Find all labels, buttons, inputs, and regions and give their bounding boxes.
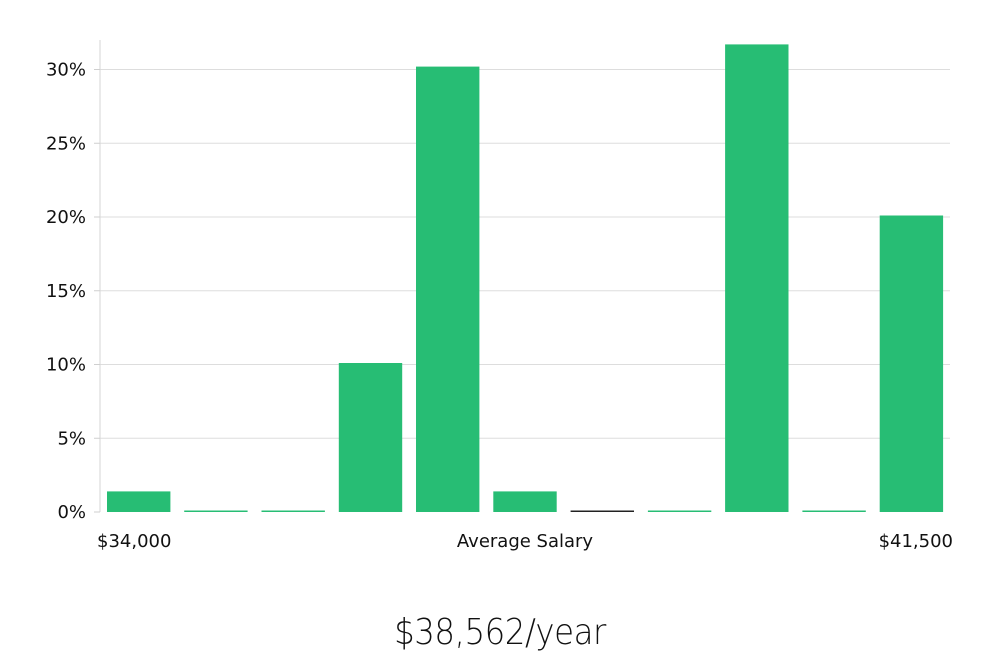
y-tick-label: 25% — [46, 133, 86, 154]
x-axis-max-label: $41,500 — [879, 531, 953, 552]
bar — [493, 491, 557, 512]
bar — [879, 215, 944, 512]
bar — [338, 363, 403, 512]
bar — [570, 510, 634, 512]
x-axis-title: Average Salary — [457, 531, 594, 552]
average-salary-value: $38,562/year — [394, 612, 606, 653]
y-tick-label: 15% — [46, 281, 86, 302]
bar — [416, 66, 480, 512]
y-tick-label: 5% — [57, 428, 86, 449]
bars — [107, 44, 944, 513]
y-tick-label: 0% — [57, 502, 86, 523]
bar — [802, 510, 866, 512]
grid-lines — [100, 69, 950, 439]
y-tick-label: 10% — [46, 355, 86, 376]
y-tick-label: 20% — [46, 207, 86, 228]
bar — [647, 510, 712, 512]
salary-histogram: 0% 5% 10% 15% 20% 25% 30% $34,000 Average Sala… — [46, 40, 953, 552]
y-axis-ticks: 0% 5% 10% 15% 20% 25% 30% — [46, 60, 100, 523]
bar — [725, 44, 789, 513]
y-tick-label: 30% — [46, 60, 86, 81]
bar — [261, 510, 325, 512]
bar — [184, 510, 248, 512]
bar — [107, 491, 171, 512]
x-axis-min-label: $34,000 — [97, 531, 171, 552]
